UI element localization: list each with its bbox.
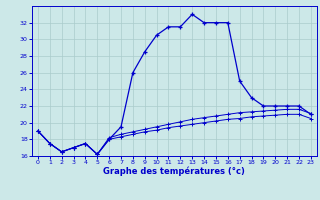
X-axis label: Graphe des températures (°c): Graphe des températures (°c) xyxy=(103,167,245,176)
